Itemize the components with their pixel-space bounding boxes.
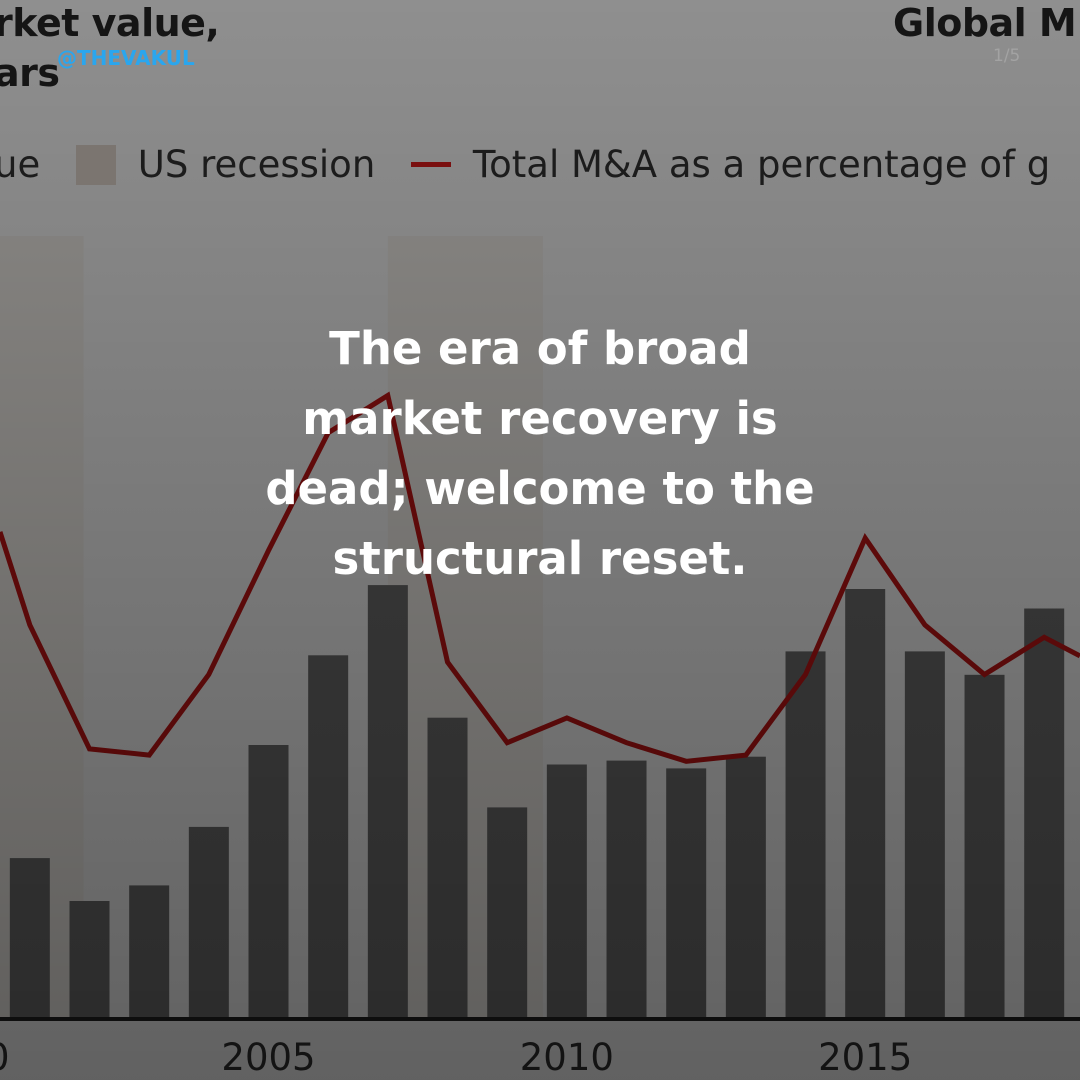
chart-title-line-2: ars bbox=[0, 51, 60, 95]
overlay-headline: The era of broad market recovery is dead… bbox=[265, 322, 815, 585]
chart-title-line-1: rket value, bbox=[0, 1, 220, 45]
page-indicator: 1/5 bbox=[993, 46, 1021, 66]
chart-legend: ue US recession Total M&A as a percentag… bbox=[0, 140, 1074, 186]
recession-swatch bbox=[75, 144, 116, 185]
legend-label-recession: US recession bbox=[137, 143, 376, 186]
legend-item-line: Total M&A as a percentage of g bbox=[411, 141, 1050, 186]
author-handle: @THEVAKUL bbox=[57, 46, 195, 70]
legend-label-value: ue bbox=[0, 143, 41, 186]
legend-label-line: Total M&A as a percentage of g bbox=[472, 143, 1051, 186]
legend-item-value: ue bbox=[0, 141, 40, 186]
legend-item-recession: US recession bbox=[75, 141, 376, 186]
chart-title-right: Global M bbox=[893, 1, 1077, 45]
line-swatch bbox=[411, 162, 452, 167]
